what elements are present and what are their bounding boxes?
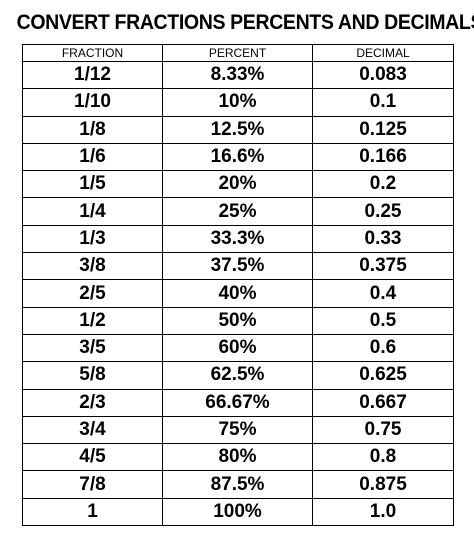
decimal-cell: 0.166 <box>312 142 454 172</box>
table-row: 3/5 60% 0.6 <box>22 333 454 363</box>
table-header-row: FRACTION PERCENT DECIMAL <box>22 44 454 62</box>
fraction-cell: 2/5 <box>22 279 163 308</box>
decimal-cell: 0.375 <box>312 252 454 281</box>
decimal-cell: 0.25 <box>312 197 454 226</box>
table-row: 1/2 50% 0.5 <box>22 306 454 335</box>
percent-cell: 20% <box>162 170 313 199</box>
column-header-fraction: FRACTION <box>22 44 163 62</box>
decimal-cell: 0.6 <box>312 333 454 363</box>
fraction-cell: 1/6 <box>22 142 163 172</box>
table-row: 1/5 20% 0.2 <box>22 170 454 199</box>
column-header-decimal: DECIMAL <box>312 44 454 62</box>
fraction-cell: 3/4 <box>22 415 163 445</box>
fraction-cell: 4/5 <box>22 443 163 472</box>
table-row: 5/8 62.5% 0.625 <box>22 361 454 390</box>
decimal-cell: 0.667 <box>312 388 454 417</box>
percent-cell: 87.5% <box>162 470 313 499</box>
column-header-percent: PERCENT <box>162 44 313 62</box>
fraction-cell: 2/3 <box>22 388 163 417</box>
percent-cell: 10% <box>162 88 313 117</box>
percent-cell: 16.6% <box>162 142 313 172</box>
table-row: 7/8 87.5% 0.875 <box>22 470 454 499</box>
percent-cell: 25% <box>162 197 313 226</box>
percent-cell: 62.5% <box>162 361 313 390</box>
fraction-cell: 1 <box>22 497 163 527</box>
fraction-cell: 5/8 <box>22 361 163 390</box>
decimal-cell: 0.1 <box>312 88 454 117</box>
percent-cell: 60% <box>162 333 313 363</box>
table-row: 2/5 40% 0.4 <box>22 279 454 308</box>
decimal-cell: 0.4 <box>312 279 454 308</box>
decimal-cell: 0.5 <box>312 306 454 335</box>
fraction-cell: 1/3 <box>22 224 163 254</box>
table-body: 1/12 8.33% 0.083 1/10 10% 0.1 1/8 12.5% 0.125 1/6… <box>22 60 454 527</box>
decimal-cell: 0.8 <box>312 443 454 472</box>
percent-cell: 100% <box>162 497 313 527</box>
table-row: 4/5 80% 0.8 <box>22 443 454 472</box>
table-row: 3/8 37.5% 0.375 <box>22 252 454 281</box>
decimal-cell: 0.33 <box>312 224 454 254</box>
fraction-cell: 1/5 <box>22 170 163 199</box>
decimal-cell: 0.2 <box>312 170 454 199</box>
decimal-cell: 0.875 <box>312 470 454 499</box>
table-row: 3/4 75% 0.75 <box>22 415 454 445</box>
percent-cell: 40% <box>162 279 313 308</box>
table-row: 1/8 12.5% 0.125 <box>22 115 454 144</box>
table-row: 1/10 10% 0.1 <box>22 88 454 117</box>
conversion-table: FRACTION PERCENT DECIMAL 1/12 8.33% 0.083 1… <box>22 44 454 527</box>
decimal-cell: 1.0 <box>312 497 454 527</box>
fraction-cell: 1/12 <box>22 60 163 90</box>
percent-cell: 75% <box>162 415 313 445</box>
table-row: 1 100% 1.0 <box>22 497 454 527</box>
decimal-cell: 0.625 <box>312 361 454 390</box>
percent-cell: 37.5% <box>162 252 313 281</box>
percent-cell: 80% <box>162 443 313 472</box>
fraction-cell: 1/4 <box>22 197 163 226</box>
percent-cell: 8.33% <box>162 60 313 90</box>
decimal-cell: 0.125 <box>312 115 454 144</box>
percent-cell: 50% <box>162 306 313 335</box>
fraction-cell: 3/5 <box>22 333 163 363</box>
table-row: 1/3 33.3% 0.33 <box>22 224 454 254</box>
decimal-cell: 0.75 <box>312 415 454 445</box>
percent-cell: 12.5% <box>162 115 313 144</box>
fraction-cell: 1/2 <box>22 306 163 335</box>
table-row: 1/12 8.33% 0.083 <box>22 60 454 90</box>
decimal-cell: 0.083 <box>312 60 454 90</box>
table-row: 1/4 25% 0.25 <box>22 197 454 226</box>
table-row: 2/3 66.67% 0.667 <box>22 388 454 417</box>
table-row: 1/6 16.6% 0.166 <box>22 142 454 172</box>
percent-cell: 33.3% <box>162 224 313 254</box>
fraction-cell: 1/10 <box>22 88 163 117</box>
percent-cell: 66.67% <box>162 388 313 417</box>
fraction-cell: 3/8 <box>22 252 163 281</box>
page-title: CONVERT FRACTIONS PERCENTS AND DECIMALS <box>16 11 474 34</box>
fraction-cell: 1/8 <box>22 115 163 144</box>
fraction-cell: 7/8 <box>22 470 163 499</box>
